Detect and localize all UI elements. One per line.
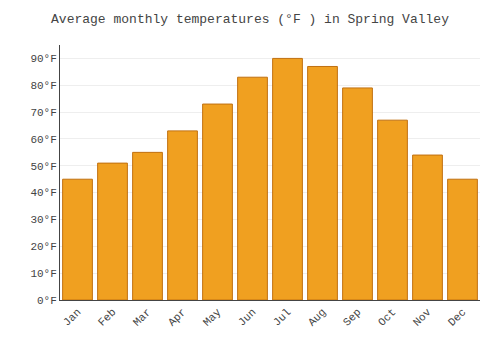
svg-text:30°F: 30°F [30, 214, 56, 226]
svg-text:40°F: 40°F [30, 187, 56, 199]
svg-text:20°F: 20°F [30, 241, 56, 253]
svg-text:70°F: 70°F [30, 107, 56, 119]
svg-text:Nov: Nov [411, 306, 434, 329]
svg-text:Jul: Jul [271, 306, 293, 328]
svg-text:90°F: 90°F [30, 53, 56, 65]
svg-text:Jan: Jan [61, 306, 83, 328]
svg-text:Dec: Dec [446, 306, 468, 328]
svg-text:Mar: Mar [131, 306, 153, 328]
svg-text:Apr: Apr [166, 306, 188, 328]
svg-text:50°F: 50°F [30, 161, 56, 173]
svg-text:May: May [201, 306, 224, 329]
svg-text:Aug: Aug [306, 306, 328, 328]
svg-text:Sep: Sep [341, 306, 363, 328]
svg-text:Jun: Jun [236, 306, 258, 328]
svg-text:0°F: 0°F [37, 295, 57, 307]
svg-text:80°F: 80°F [30, 80, 56, 92]
svg-text:10°F: 10°F [30, 268, 56, 280]
svg-text:Feb: Feb [96, 306, 118, 328]
svg-text:60°F: 60°F [30, 134, 56, 146]
svg-text:Average monthly temperatures (: Average monthly temperatures (°F ) in Sp… [51, 12, 449, 27]
svg-text:Oct: Oct [376, 306, 398, 328]
